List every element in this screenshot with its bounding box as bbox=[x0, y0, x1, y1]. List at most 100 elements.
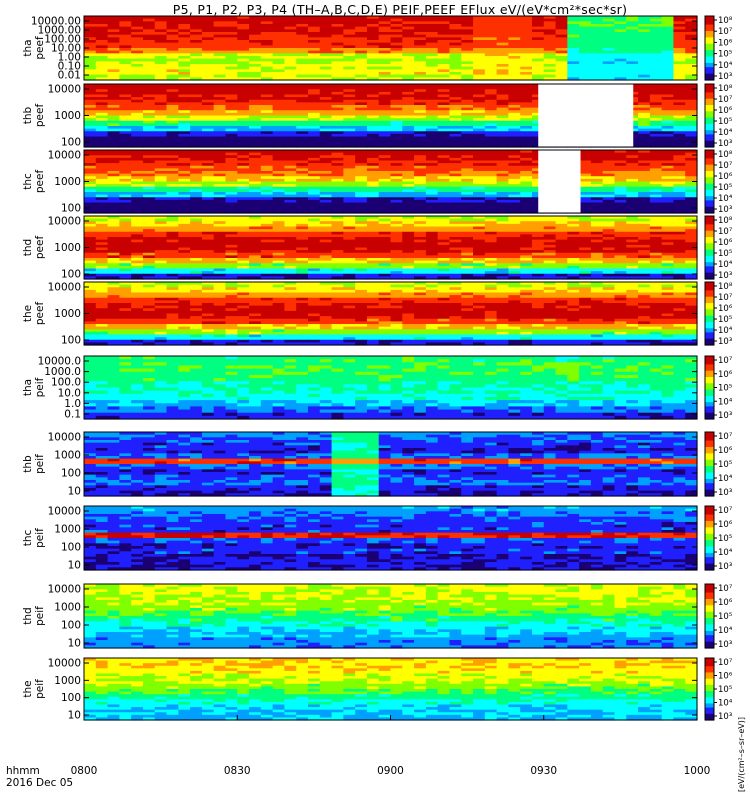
heatmap-cell bbox=[319, 89, 333, 93]
heatmap-cell bbox=[473, 16, 486, 20]
heatmap-cell bbox=[673, 45, 686, 49]
heatmap-cell bbox=[343, 99, 356, 103]
heatmap-cell bbox=[178, 72, 191, 76]
heatmap-cell bbox=[260, 58, 274, 62]
heatmap-cell bbox=[131, 77, 144, 81]
heatmap-cell bbox=[131, 45, 144, 49]
heatmap-cell bbox=[402, 120, 415, 124]
heatmap-cell bbox=[402, 199, 415, 204]
heatmap-cell bbox=[84, 186, 97, 190]
heatmap-cell bbox=[272, 115, 286, 119]
heatmap-cell bbox=[414, 141, 427, 145]
heatmap-cell bbox=[602, 165, 616, 169]
heatmap-cell bbox=[402, 34, 415, 38]
heatmap-cell bbox=[649, 37, 663, 41]
heatmap-cell bbox=[378, 89, 392, 93]
heatmap-cell bbox=[638, 157, 651, 162]
heatmap-cell bbox=[461, 194, 474, 198]
heatmap-cell bbox=[473, 157, 486, 162]
heatmap-cell bbox=[590, 48, 604, 52]
heatmap-cell bbox=[661, 197, 675, 201]
heatmap-cell bbox=[414, 181, 427, 185]
heatmap-cell bbox=[496, 123, 509, 127]
heatmap-cell bbox=[343, 34, 356, 38]
heatmap-cell bbox=[272, 86, 286, 90]
heatmap-cell bbox=[508, 74, 521, 78]
heatmap-cell bbox=[437, 18, 451, 22]
heatmap-cell bbox=[425, 181, 439, 185]
heatmap-cell bbox=[355, 186, 368, 190]
heatmap-cell bbox=[343, 202, 356, 206]
heatmap-cell bbox=[225, 34, 238, 38]
heatmap-cell bbox=[673, 24, 686, 28]
heatmap-cell bbox=[142, 40, 156, 44]
heatmap-cell bbox=[638, 168, 651, 172]
heatmap-cell bbox=[178, 192, 191, 196]
heatmap-cell bbox=[154, 105, 168, 109]
heatmap-cell bbox=[590, 32, 604, 36]
heatmap-cell bbox=[84, 126, 97, 130]
heatmap-cell bbox=[95, 91, 109, 96]
heatmap-cell bbox=[508, 102, 521, 106]
heatmap-cell bbox=[225, 74, 238, 78]
heatmap-cell bbox=[178, 18, 191, 22]
heatmap-cell bbox=[107, 178, 120, 183]
heatmap-cell bbox=[237, 202, 250, 206]
heatmap-cell bbox=[131, 97, 144, 101]
heatmap-cell bbox=[355, 202, 368, 206]
heatmap-cell bbox=[626, 45, 639, 49]
heatmap-cell bbox=[473, 141, 486, 145]
heatmap-cell bbox=[284, 97, 297, 101]
heatmap-cell bbox=[531, 184, 545, 188]
heatmap-cell bbox=[402, 72, 415, 76]
heatmap-cell bbox=[461, 107, 474, 111]
heatmap-cell bbox=[131, 139, 144, 143]
heatmap-cell bbox=[166, 91, 179, 96]
heatmap-cell bbox=[425, 74, 439, 78]
heatmap-cell bbox=[531, 105, 545, 109]
heatmap-cell bbox=[107, 131, 120, 135]
heatmap-cell bbox=[107, 37, 120, 41]
heatmap-cell bbox=[178, 157, 191, 162]
heatmap-cell bbox=[260, 84, 274, 88]
heatmap-cell bbox=[213, 115, 227, 119]
heatmap-cell bbox=[673, 178, 686, 183]
heatmap-cell bbox=[343, 45, 356, 49]
heatmap-cell bbox=[673, 94, 686, 98]
heatmap-cell bbox=[355, 197, 368, 201]
heatmap-cell bbox=[213, 26, 227, 30]
heatmap-cell bbox=[649, 42, 663, 46]
heatmap-cell bbox=[531, 133, 545, 138]
heatmap-cell bbox=[449, 16, 462, 20]
heatmap-cell bbox=[390, 176, 403, 180]
heatmap-cell bbox=[284, 86, 297, 90]
heatmap-cell bbox=[201, 21, 215, 25]
heatmap-cell bbox=[307, 94, 321, 98]
heatmap-cell bbox=[638, 131, 651, 135]
heatmap-cell bbox=[378, 157, 392, 162]
heatmap-cell bbox=[496, 48, 509, 52]
heatmap-cell bbox=[649, 184, 663, 188]
heatmap-cell bbox=[626, 16, 639, 20]
heatmap-cell bbox=[402, 163, 415, 167]
heatmap-cell bbox=[131, 163, 144, 167]
colorbar-tick-label: 10³ bbox=[718, 205, 732, 215]
heatmap-cell bbox=[225, 163, 238, 167]
heatmap-cell bbox=[166, 155, 179, 159]
heatmap-cell bbox=[437, 37, 451, 41]
heatmap-cell bbox=[520, 64, 533, 68]
heatmap-cell bbox=[142, 29, 156, 33]
heatmap-cell bbox=[508, 181, 521, 185]
heatmap-cell bbox=[307, 110, 321, 114]
heatmap-cell bbox=[555, 66, 568, 70]
heatmap-cell bbox=[95, 157, 109, 162]
heatmap-cell bbox=[237, 94, 250, 98]
heatmap-cell bbox=[307, 178, 321, 183]
heatmap-cell bbox=[602, 155, 616, 159]
heatmap-cell bbox=[378, 165, 392, 169]
heatmap-cell bbox=[225, 32, 238, 36]
heatmap-cell bbox=[95, 40, 109, 44]
heatmap-cell bbox=[649, 176, 663, 180]
heatmap-cell bbox=[331, 144, 344, 148]
heatmap-cell bbox=[142, 160, 156, 164]
